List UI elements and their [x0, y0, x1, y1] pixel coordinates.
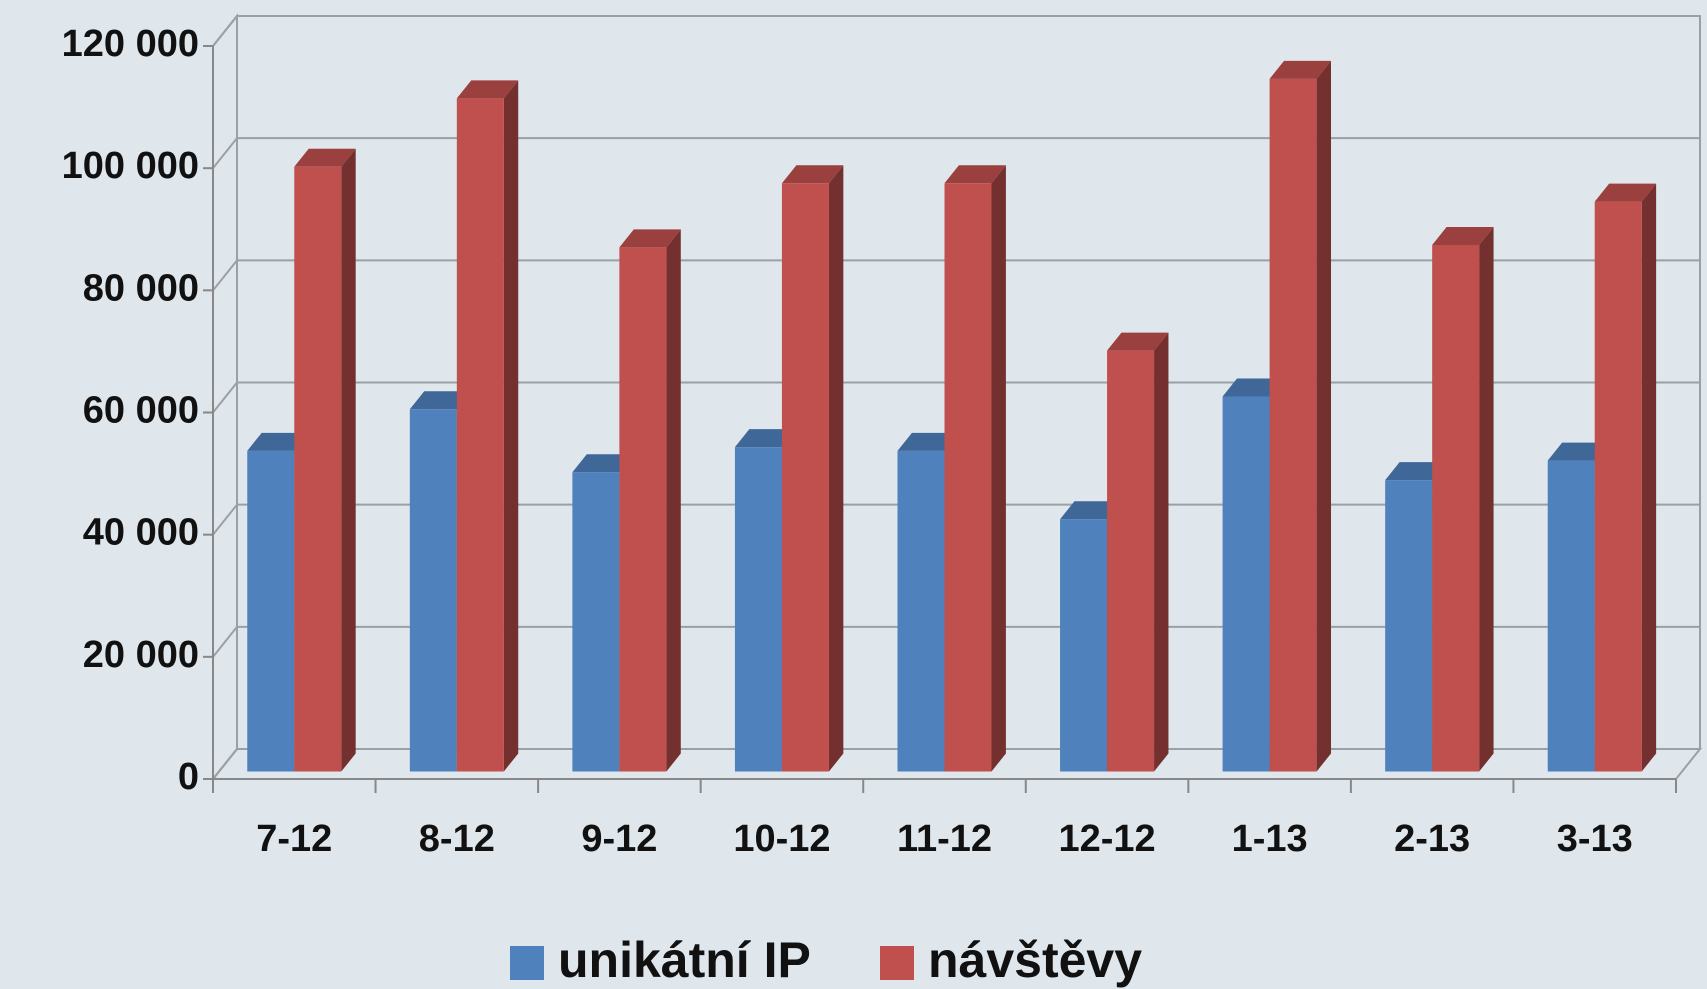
bar: [944, 183, 992, 772]
bar-top: [944, 165, 1006, 184]
bar-top: [734, 429, 797, 448]
bar-top: [294, 148, 356, 167]
bar-side: [1641, 183, 1657, 772]
x-tick-label: 2-13: [1394, 818, 1470, 860]
grid-line: [212, 503, 1700, 536]
bar: [897, 450, 945, 772]
bar-top: [897, 432, 959, 451]
grid-line: [212, 748, 1700, 780]
bar-side: [341, 148, 356, 772]
bar-side: [991, 165, 1006, 772]
legend-label: unikátní IP: [558, 932, 811, 988]
bar-side: [1316, 60, 1332, 772]
bar: [1269, 78, 1317, 772]
bar: [1060, 519, 1108, 772]
bar: [1547, 460, 1595, 772]
bar-top: [619, 229, 681, 248]
bar-side: [666, 229, 681, 772]
x-tick-label: 7-12: [256, 818, 332, 860]
y-tick-label: 120 000: [62, 23, 199, 65]
bar: [294, 166, 342, 772]
bar-side: [828, 165, 844, 772]
bar-top: [247, 432, 309, 451]
bar: [1432, 244, 1480, 772]
bar-side: [503, 80, 519, 772]
bar-top: [572, 454, 634, 473]
y-tick-label: 80 000: [83, 267, 199, 309]
bar: [247, 450, 295, 772]
y-tick-label: 40 000: [83, 512, 199, 554]
bar: [456, 98, 504, 772]
bar: [1385, 480, 1433, 772]
bar-top: [1547, 442, 1610, 461]
bar-top: [1107, 332, 1169, 351]
x-tick-label: 8-12: [419, 818, 495, 860]
x-tick-label: 12-12: [1058, 818, 1155, 860]
grid-line: [212, 381, 1700, 414]
x-tick-label: 10-12: [733, 818, 830, 860]
bar: [409, 409, 457, 772]
y-tick-label: 20 000: [83, 634, 199, 676]
grid-line: [212, 137, 1700, 169]
bar: [734, 447, 782, 772]
bar: [781, 183, 829, 772]
x-tick-label: 9-12: [581, 818, 657, 860]
bar: [1222, 396, 1270, 772]
legend-label: návštěvy: [928, 932, 1142, 988]
bar-top: [1269, 60, 1332, 79]
grid-line: [212, 259, 1700, 291]
bar: [1107, 350, 1155, 772]
y-tick-label: 100 000: [62, 145, 199, 187]
legend-swatch: [880, 946, 914, 980]
bar-top: [409, 391, 472, 410]
bar-top: [1594, 183, 1657, 202]
bar-side: [1479, 226, 1494, 772]
bar-top: [1385, 462, 1447, 481]
bar-side: [1154, 332, 1169, 772]
legend-swatch: [510, 946, 544, 980]
bar-top: [456, 80, 519, 99]
bar-top: [1432, 226, 1494, 245]
y-tick-label: 0: [178, 756, 199, 798]
bar: [572, 472, 620, 772]
x-tick-label: 3-13: [1557, 818, 1633, 860]
grid-line: [212, 15, 1700, 47]
bar-top: [1222, 378, 1285, 397]
y-tick-label: 60 000: [83, 390, 199, 432]
x-tick-label: 1-13: [1232, 818, 1308, 860]
bar-top: [1060, 501, 1122, 520]
bar: [1594, 201, 1642, 772]
grid-line: [212, 625, 1700, 658]
bar: [619, 247, 667, 772]
x-tick-label: 11-12: [897, 818, 992, 860]
bar-top: [781, 165, 844, 184]
